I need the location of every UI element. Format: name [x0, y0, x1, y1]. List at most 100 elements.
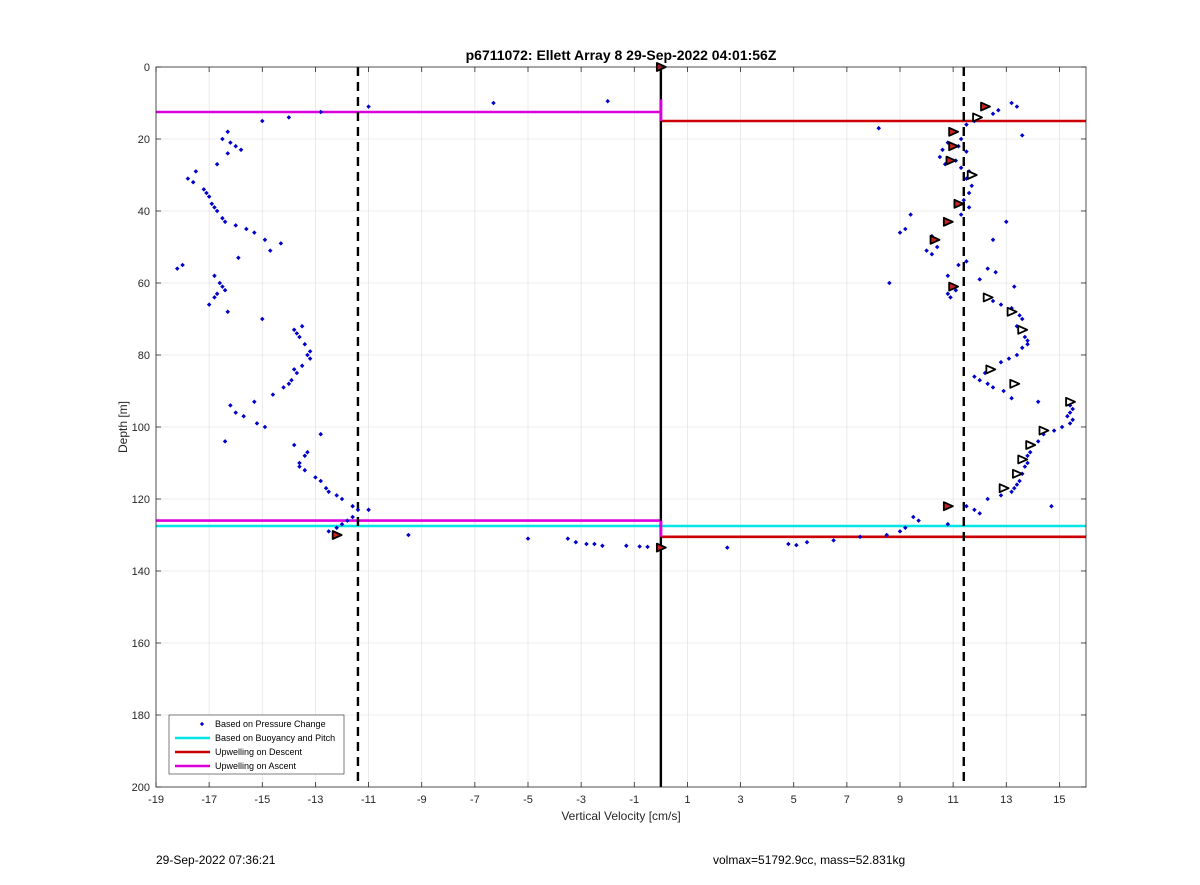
- pressure-change-point: [366, 507, 371, 513]
- pressure-change-point: [334, 525, 339, 531]
- pressure-change-point: [725, 545, 730, 550]
- pressure-change-point: [1014, 482, 1020, 487]
- filled-triangle-marker: [948, 126, 960, 137]
- pressure-change-point: [990, 385, 996, 390]
- open-triangle-marker: [1009, 378, 1021, 389]
- pressure-change-point: [977, 377, 982, 383]
- pressure-change-point: [972, 374, 977, 379]
- pressure-change-point: [1051, 428, 1057, 433]
- pressure-change-point: [1067, 410, 1073, 415]
- pressure-change-point: [985, 266, 990, 271]
- pressure-change-point: [350, 503, 355, 509]
- pressure-change-point: [302, 341, 308, 347]
- pressure-change-point: [1027, 449, 1033, 455]
- pressure-change-point: [977, 277, 982, 282]
- pressure-change-point: [1009, 395, 1014, 401]
- x-tick-label: 1: [684, 794, 690, 806]
- pressure-change-point: [281, 385, 286, 390]
- pressure-change-point: [214, 291, 220, 297]
- pressure-change-point: [297, 460, 302, 466]
- pressure-change-point: [355, 507, 361, 513]
- pressure-change-point: [1025, 453, 1030, 459]
- x-tick-label: 13: [1000, 794, 1012, 806]
- x-tick-label: -15: [254, 794, 270, 806]
- x-tick-label: 7: [844, 794, 850, 806]
- pressure-change-point: [945, 291, 951, 297]
- pressure-change-point: [252, 399, 257, 405]
- x-tick-label: 3: [738, 794, 744, 806]
- pressure-change-point: [1049, 503, 1054, 509]
- x-tick-label: -3: [576, 794, 586, 806]
- pressure-change-point: [1009, 489, 1014, 495]
- pressure-change-point: [294, 370, 300, 376]
- y-tick-label: 60: [138, 278, 150, 290]
- pressure-change-point: [326, 489, 331, 495]
- legend-label: Upwelling on Ascent: [215, 761, 297, 771]
- pressure-change-point: [956, 262, 961, 268]
- pressure-change-point: [339, 496, 345, 502]
- pressure-change-point: [220, 284, 225, 289]
- x-tick-label: -1: [629, 794, 639, 806]
- y-tick-label: 0: [144, 62, 150, 74]
- pressure-change-point: [1022, 464, 1028, 469]
- open-triangle-marker: [982, 292, 994, 303]
- pressure-change-point: [345, 518, 350, 523]
- x-ticks: -19 -17 -15 -13 -11 -9 -7 -5 -3 -1 1 3 5 7 9 11 13 15: [148, 67, 1066, 806]
- pressure-change-point: [998, 359, 1004, 365]
- y-tick-label: 140: [132, 566, 150, 578]
- x-tick-label: 15: [1053, 794, 1065, 806]
- pressure-change-point: [278, 241, 284, 246]
- pressure-change-point: [302, 467, 308, 473]
- pressure-change-point: [406, 532, 411, 538]
- pressure-change-point: [1011, 485, 1017, 491]
- pressure-change-point: [307, 356, 313, 361]
- pressure-change-point: [254, 421, 260, 426]
- pressure-change-point: [297, 334, 302, 340]
- x-tick-label: -9: [417, 794, 427, 806]
- pressure-change-point: [326, 529, 331, 534]
- pressure-change-point: [1011, 284, 1017, 289]
- legend-label: Based on Pressure Change: [215, 719, 326, 729]
- pressure-change-point: [350, 514, 355, 520]
- pressure-change-point: [302, 453, 308, 459]
- y-tick-label: 80: [138, 350, 150, 362]
- pressure-change-point: [993, 269, 998, 275]
- open-triangle-marker: [1017, 324, 1029, 335]
- pressure-change-point: [318, 431, 324, 437]
- open-triangle-marker: [966, 170, 978, 180]
- vertical-lines: [356, 67, 965, 787]
- footer-timestamp: 29-Sep-2022 07:36:21: [156, 853, 276, 867]
- pressure-change-point: [241, 413, 246, 419]
- open-triangle-marker: [1038, 425, 1050, 436]
- y-tick-label: 120: [132, 494, 150, 506]
- pressure-change-point: [945, 273, 951, 279]
- pressure-change-point: [948, 295, 953, 300]
- pressure-change-point: [1017, 478, 1022, 484]
- y-tick-label: 20: [138, 134, 150, 146]
- pressure-change-point: [525, 536, 531, 541]
- pressure-change-point: [1019, 316, 1025, 322]
- open-triangle-marker: [972, 112, 983, 123]
- pressure-change-point: [1070, 417, 1075, 423]
- pressure-change-point: [903, 525, 908, 531]
- filled-triangle-marker: [948, 281, 960, 292]
- filled-triangle-marker: [953, 198, 965, 209]
- pressure-change-point: [1035, 439, 1041, 444]
- footer-volmax-mass: volmax=51792.9cc, mass=52.831kg: [713, 853, 906, 867]
- filled-triangle-marker: [655, 542, 667, 553]
- pressure-change-point: [313, 475, 318, 480]
- pressure-change-point: [998, 493, 1004, 498]
- pressure-change-point: [964, 503, 969, 509]
- pressure-change-point: [339, 521, 345, 527]
- pressure-change-point: [1067, 421, 1073, 426]
- pressure-change-point: [1019, 345, 1025, 351]
- legend-swatch-dot: [199, 721, 205, 727]
- open-triangle-marker: [998, 483, 1010, 494]
- filled-triangle-marker: [945, 155, 957, 166]
- filled-triangle-marker: [948, 141, 960, 152]
- pressure-change-point: [990, 298, 996, 304]
- pressure-change-point: [318, 478, 324, 484]
- open-triangle-marker: [1065, 396, 1076, 407]
- x-tick-label: -5: [523, 794, 533, 806]
- pressure-change-point: [299, 363, 305, 369]
